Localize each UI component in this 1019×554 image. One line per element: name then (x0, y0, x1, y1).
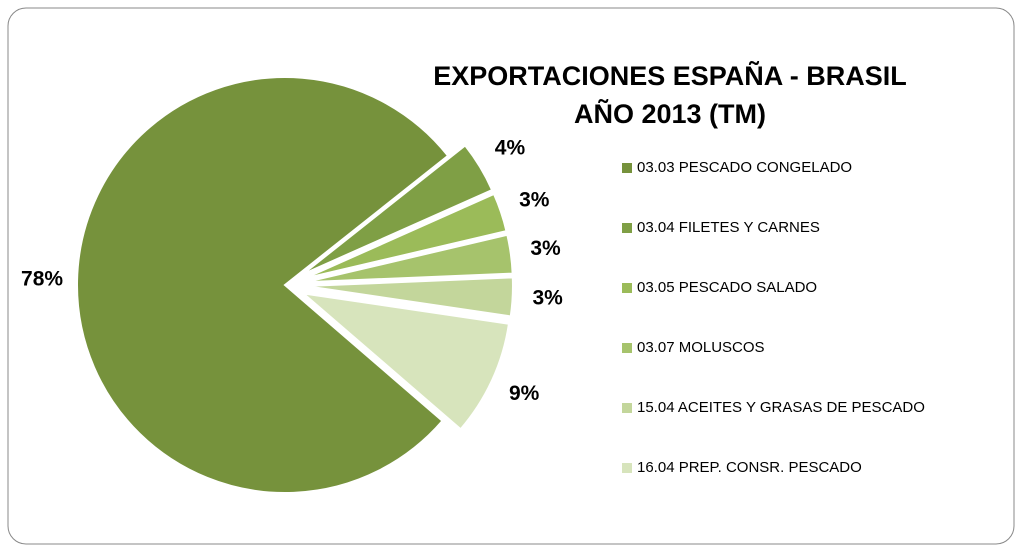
legend-swatch (622, 163, 632, 173)
legend-label: 03.05 PESCADO SALADO (637, 279, 817, 296)
pie-slice (303, 192, 508, 280)
legend-label: 16.04 PREP. CONSR. PESCADO (637, 459, 862, 476)
legend-label: 03.07 MOLUSCOS (637, 339, 765, 356)
pie-slice (304, 233, 514, 284)
data-label: 3% (519, 189, 550, 212)
pie-slice (301, 144, 494, 276)
legend-swatch (622, 463, 632, 473)
data-label: 3% (530, 237, 561, 260)
chart-title: EXPORTACIONES ESPAÑA - BRASIL (433, 60, 907, 91)
data-label: 78% (21, 267, 63, 290)
legend-label: 15.04 ACEITES Y GRASAS DE PESCADO (637, 399, 925, 416)
legend-label: 03.04 FILETES Y CARNES (637, 219, 820, 236)
legend-label: 03.03 PESCADO CONGELADO (637, 159, 852, 176)
data-label: 3% (532, 286, 563, 309)
legend-swatch (622, 223, 632, 233)
pie-slice (299, 291, 511, 431)
legend-swatch (622, 343, 632, 353)
data-label: 9% (509, 382, 540, 405)
legend-swatch (622, 403, 632, 413)
chart-title: AÑO 2013 (TM) (574, 98, 766, 129)
data-label: 4% (495, 136, 526, 159)
pie-slice (304, 276, 514, 318)
legend-swatch (622, 283, 632, 293)
pie-slice (76, 76, 450, 494)
